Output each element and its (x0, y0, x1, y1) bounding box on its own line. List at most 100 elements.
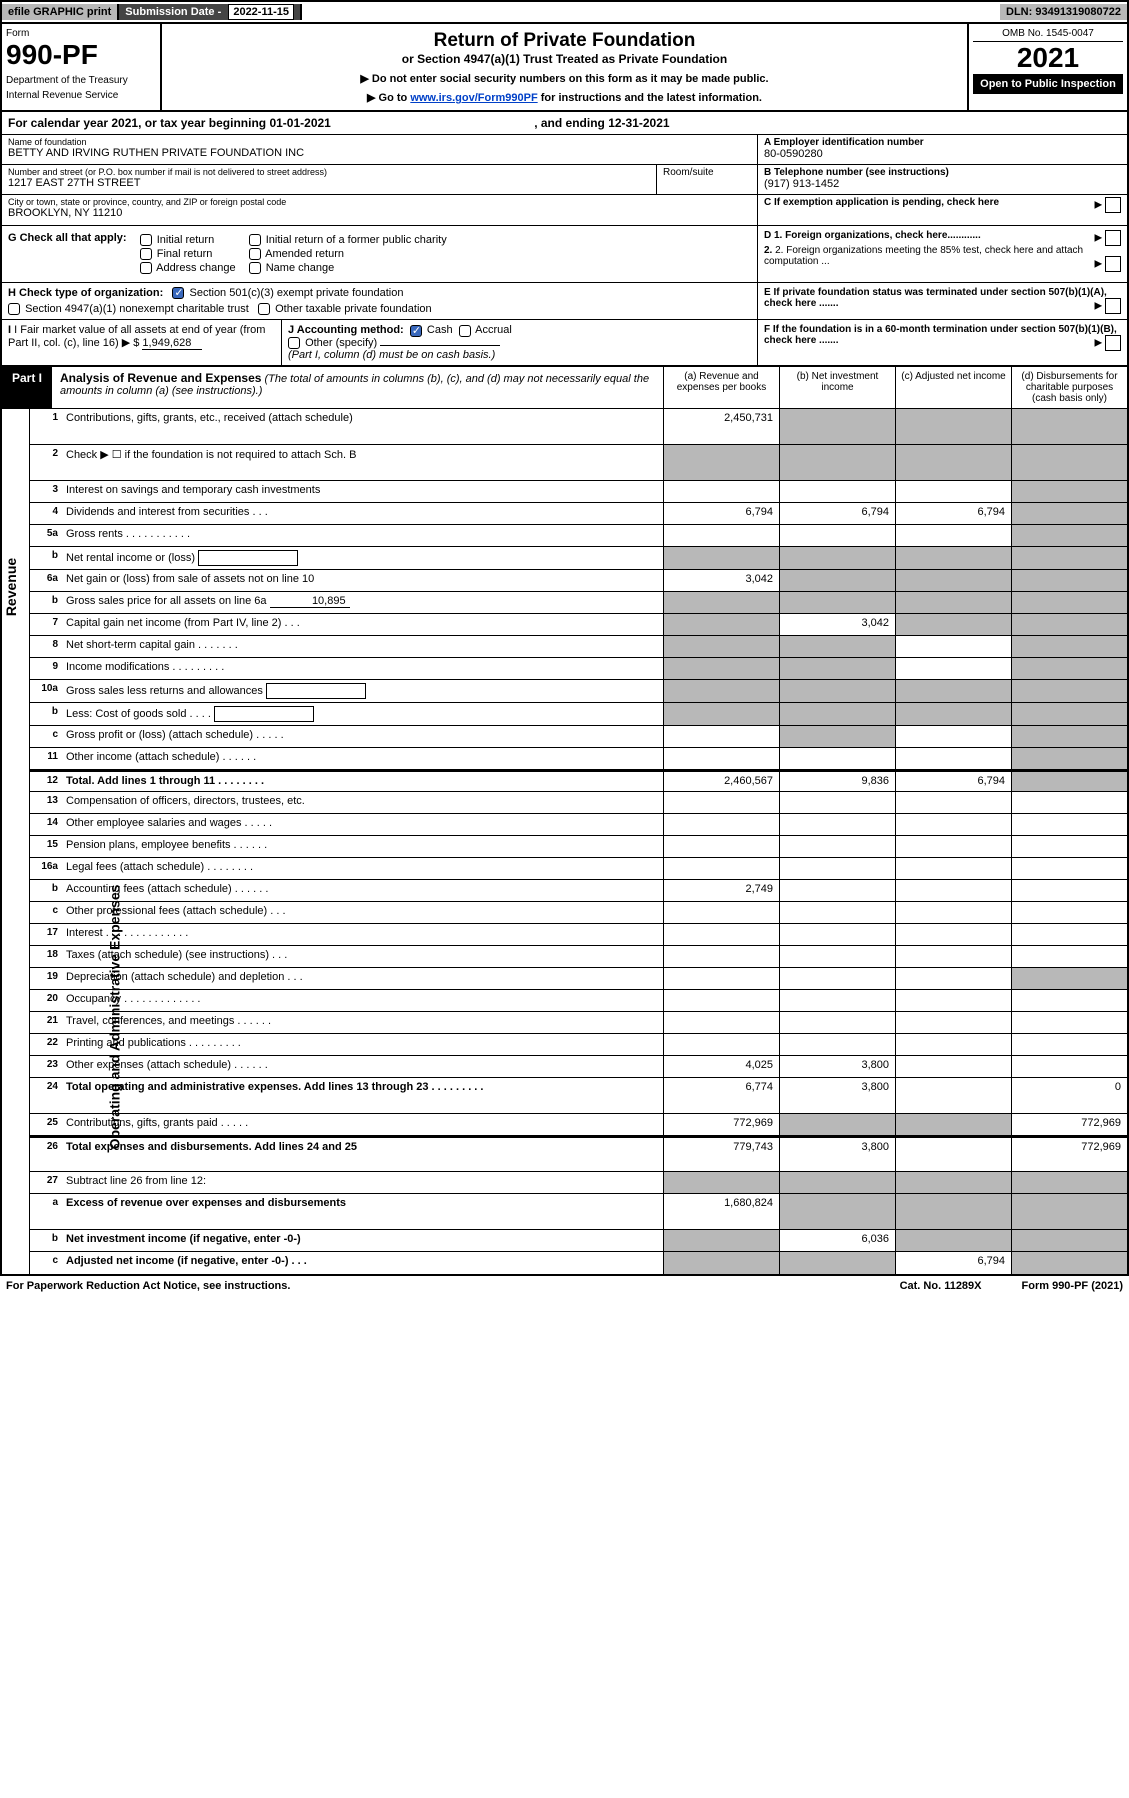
value-cell-b (779, 636, 895, 657)
line-number: 14 (30, 814, 62, 835)
line-number: 25 (30, 1114, 62, 1135)
value-cell-c (895, 658, 1011, 679)
name-label: Name of foundation (8, 137, 751, 147)
4947-checkbox[interactable] (8, 303, 20, 315)
f-label: F If the foundation is in a 60-month ter… (764, 324, 1117, 346)
value-cell-a (663, 703, 779, 725)
i-label: I Fair market value of all assets at end… (8, 324, 265, 349)
accrual-checkbox[interactable] (459, 325, 471, 337)
initial-public-checkbox[interactable] (249, 234, 261, 246)
line-number: c (30, 902, 62, 923)
value-cell-d (1011, 946, 1127, 967)
final-return-checkbox[interactable] (140, 248, 152, 260)
value-cell-d (1011, 703, 1127, 725)
line-description: Interest . . . . . . . . . . . . . . (62, 924, 663, 945)
table-row: bNet rental income or (loss) (30, 547, 1127, 570)
line-description: Dividends and interest from securities .… (62, 503, 663, 524)
line-description: Interest on savings and temporary cash i… (62, 481, 663, 502)
value-cell-c (895, 858, 1011, 879)
d2-checkbox[interactable] (1105, 256, 1121, 272)
e-checkbox[interactable] (1105, 298, 1121, 314)
line-number: b (30, 880, 62, 901)
address-change-checkbox[interactable] (140, 262, 152, 274)
line-description: Gross sales price for all assets on line… (62, 592, 663, 613)
value-cell-b (779, 1034, 895, 1055)
value-cell-d (1011, 1012, 1127, 1033)
line-number: 20 (30, 990, 62, 1011)
exemption-checkbox[interactable] (1105, 197, 1121, 213)
value-cell-a: 2,450,731 (663, 409, 779, 444)
value-cell-d (1011, 792, 1127, 813)
value-cell-d: 772,969 (1011, 1138, 1127, 1171)
other-taxable-checkbox[interactable] (258, 303, 270, 315)
irs-link[interactable]: www.irs.gov/Form990PF (410, 92, 537, 104)
value-cell-c (895, 968, 1011, 989)
submission-date: Submission Date - 2022-11-15 (119, 4, 302, 20)
form-number: 990-PF (6, 39, 156, 71)
dln-label: DLN: 93491319080722 (1000, 4, 1127, 20)
value-cell-b (779, 680, 895, 702)
line-number: 19 (30, 968, 62, 989)
line-number: 5a (30, 525, 62, 546)
line-description: Printing and publications . . . . . . . … (62, 1034, 663, 1055)
value-cell-a (663, 1034, 779, 1055)
part1-label: Part I (2, 367, 52, 408)
value-cell-b (779, 592, 895, 613)
line-description: Other employee salaries and wages . . . … (62, 814, 663, 835)
amended-return-checkbox[interactable] (249, 248, 261, 260)
line-number: 6a (30, 570, 62, 591)
addr-label: Number and street (or P.O. box number if… (8, 167, 650, 177)
line-description: Other income (attach schedule) . . . . .… (62, 748, 663, 769)
d1-checkbox[interactable] (1105, 230, 1121, 246)
table-row: 5aGross rents . . . . . . . . . . . (30, 525, 1127, 547)
line-number: 27 (30, 1172, 62, 1193)
value-cell-d (1011, 902, 1127, 923)
value-cell-b (779, 924, 895, 945)
value-cell-c (895, 680, 1011, 702)
line-description: Net investment income (if negative, ente… (62, 1230, 663, 1251)
value-cell-c (895, 409, 1011, 444)
table-row: 17Interest . . . . . . . . . . . . . . (30, 924, 1127, 946)
value-cell-b (779, 968, 895, 989)
city-state-zip: BROOKLYN, NY 11210 (8, 207, 751, 219)
efile-label[interactable]: efile GRAPHIC print (2, 4, 119, 20)
value-cell-b (779, 547, 895, 569)
value-cell-a (663, 748, 779, 769)
footer-center: Cat. No. 11289X (900, 1280, 982, 1292)
room-label: Room/suite (657, 165, 757, 194)
table-row: 10aGross sales less returns and allowanc… (30, 680, 1127, 703)
table-row: cOther professional fees (attach schedul… (30, 902, 1127, 924)
table-row: 11Other income (attach schedule) . . . .… (30, 748, 1127, 770)
value-cell-b (779, 792, 895, 813)
value-cell-b: 9,836 (779, 772, 895, 791)
value-cell-d (1011, 748, 1127, 769)
form-title: Return of Private Foundation (168, 30, 961, 52)
table-row: bGross sales price for all assets on lin… (30, 592, 1127, 614)
value-cell-a: 779,743 (663, 1138, 779, 1171)
line-description: Contributions, gifts, grants, etc., rece… (62, 409, 663, 444)
value-cell-b (779, 858, 895, 879)
501c3-checkbox[interactable] (172, 287, 184, 299)
value-cell-b (779, 481, 895, 502)
value-cell-d (1011, 481, 1127, 502)
line-description: Income modifications . . . . . . . . . (62, 658, 663, 679)
value-cell-d (1011, 990, 1127, 1011)
f-checkbox[interactable] (1105, 335, 1121, 351)
other-method-checkbox[interactable] (288, 337, 300, 349)
value-cell-d (1011, 503, 1127, 524)
cash-checkbox[interactable] (410, 325, 422, 337)
value-cell-d (1011, 814, 1127, 835)
initial-return-checkbox[interactable] (140, 234, 152, 246)
line-description: Accounting fees (attach schedule) . . . … (62, 880, 663, 901)
value-cell-c (895, 748, 1011, 769)
value-cell-b: 3,800 (779, 1138, 895, 1171)
value-cell-c: 6,794 (895, 772, 1011, 791)
line-number: 22 (30, 1034, 62, 1055)
name-change-checkbox[interactable] (249, 262, 261, 274)
value-cell-d (1011, 592, 1127, 613)
value-cell-c (895, 814, 1011, 835)
line-number: c (30, 1252, 62, 1274)
value-cell-a (663, 658, 779, 679)
value-cell-a (663, 924, 779, 945)
value-cell-a (663, 792, 779, 813)
